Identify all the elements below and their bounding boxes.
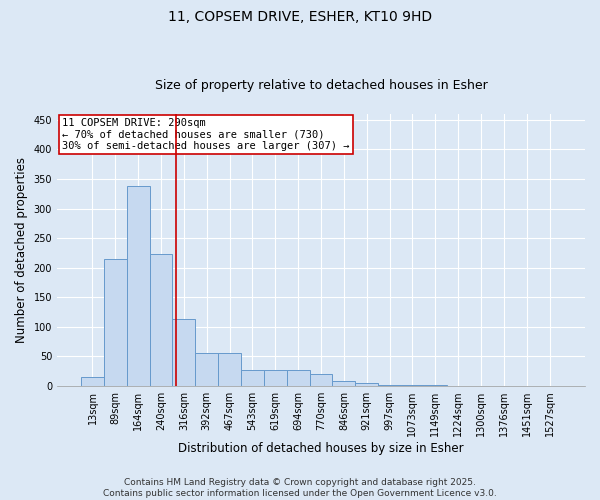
Y-axis label: Number of detached properties: Number of detached properties <box>15 157 28 343</box>
Bar <box>241 370 264 386</box>
Bar <box>104 259 127 386</box>
Text: Contains HM Land Registry data © Crown copyright and database right 2025.
Contai: Contains HM Land Registry data © Crown c… <box>103 478 497 498</box>
Bar <box>332 381 355 386</box>
Bar <box>264 370 287 386</box>
Bar <box>149 254 172 386</box>
Title: Size of property relative to detached houses in Esher: Size of property relative to detached ho… <box>155 79 487 92</box>
Bar <box>287 370 310 386</box>
Bar <box>310 374 332 386</box>
Bar <box>172 319 196 386</box>
Text: 11 COPSEM DRIVE: 290sqm
← 70% of detached houses are smaller (730)
30% of semi-d: 11 COPSEM DRIVE: 290sqm ← 70% of detache… <box>62 118 350 152</box>
Text: 11, COPSEM DRIVE, ESHER, KT10 9HD: 11, COPSEM DRIVE, ESHER, KT10 9HD <box>168 10 432 24</box>
X-axis label: Distribution of detached houses by size in Esher: Distribution of detached houses by size … <box>178 442 464 455</box>
Bar <box>355 383 378 386</box>
Bar <box>127 186 149 386</box>
Bar <box>218 354 241 386</box>
Bar <box>81 377 104 386</box>
Bar <box>196 354 218 386</box>
